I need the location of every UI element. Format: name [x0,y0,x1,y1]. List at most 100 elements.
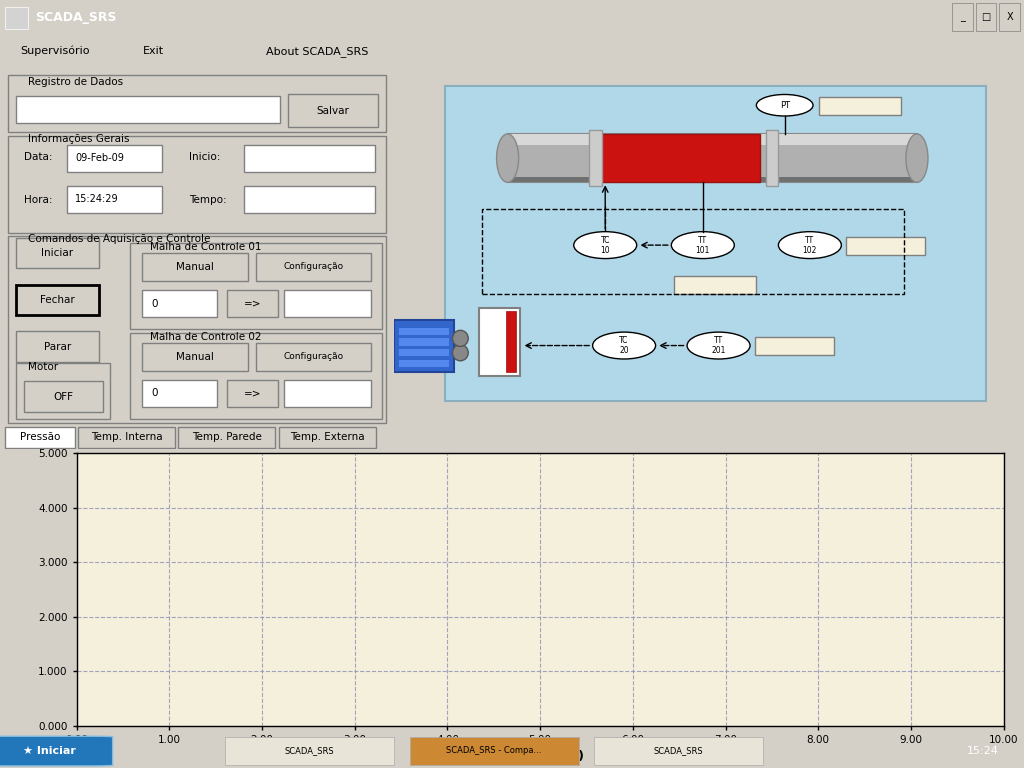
Bar [15,363,111,419]
Ellipse shape [453,345,468,361]
Bar [399,360,450,367]
Text: Comandos de Aquisição e Controle: Comandos de Aquisição e Controle [28,234,210,244]
Bar [675,276,757,293]
Text: 0: 0 [152,389,159,399]
Bar [976,4,996,31]
FancyBboxPatch shape [0,737,113,766]
Text: Configuração: Configuração [284,263,343,272]
Bar [284,290,371,317]
Bar [508,134,916,144]
Text: Temp. Externa: Temp. Externa [290,432,365,442]
Text: PT: PT [779,101,790,110]
Text: SCADA_SRS: SCADA_SRS [653,746,702,755]
Text: 15:24: 15:24 [967,746,998,756]
Bar [15,238,98,269]
Bar [78,427,175,449]
Bar [410,737,579,765]
Text: Configuração: Configuração [284,353,343,361]
Text: SCADA_SRS: SCADA_SRS [35,11,117,24]
Text: TT: TT [714,336,723,345]
Bar [590,131,602,186]
Text: Malha de Controle 02: Malha de Controle 02 [150,332,261,342]
Ellipse shape [687,332,750,359]
Bar [226,379,278,406]
Bar [479,308,520,376]
Text: SCADA_SRS: SCADA_SRS [285,746,334,755]
Bar [142,290,217,317]
Bar [279,427,376,449]
Bar [999,4,1020,31]
Text: 201: 201 [712,346,726,355]
Bar [15,331,98,362]
Text: Registro de Dados: Registro de Dados [28,77,123,87]
Bar [15,96,280,123]
Text: 10: 10 [600,246,610,255]
Ellipse shape [573,232,637,259]
Bar [142,343,249,371]
Ellipse shape [906,134,928,182]
Text: Malha de Controle 01: Malha de Controle 01 [150,242,261,252]
Text: Informações Gerais: Informações Gerais [28,134,129,144]
Text: 0: 0 [152,299,159,309]
Ellipse shape [778,232,842,259]
Text: =>: => [244,299,261,309]
Text: ★ Iniciar: ★ Iniciar [23,746,76,756]
Bar [755,337,834,356]
Bar [67,144,162,171]
Text: TT: TT [805,236,814,244]
Bar [8,74,386,132]
Text: _: _ [961,12,965,22]
Bar [226,290,278,317]
Bar [399,349,450,356]
Text: Motor: Motor [28,362,57,372]
Text: Temp. Interna: Temp. Interna [91,432,162,442]
Bar [142,379,217,406]
Text: About SCADA_SRS: About SCADA_SRS [266,45,369,57]
Bar [399,339,450,346]
Text: OFF: OFF [53,392,73,402]
Bar [399,328,450,335]
Ellipse shape [757,94,813,116]
Text: Hora:: Hora: [24,195,52,205]
Text: Iniciar: Iniciar [41,248,74,258]
Text: Parar: Parar [44,342,71,352]
Bar [130,333,382,419]
Bar [596,134,760,182]
Text: TC: TC [600,236,610,244]
Ellipse shape [497,134,518,182]
Bar [24,382,102,412]
Text: Inicio:: Inicio: [189,152,220,162]
Text: TT: TT [698,236,708,244]
Text: =>: => [244,389,261,399]
Text: Tempo:: Tempo: [189,195,227,205]
Ellipse shape [672,232,734,259]
Bar [178,427,275,449]
Bar [256,253,371,281]
Ellipse shape [593,332,655,359]
Text: 09-Feb-09: 09-Feb-09 [75,153,124,163]
Bar [594,737,763,765]
Bar [819,98,901,115]
Bar [482,209,904,293]
Bar [847,237,925,255]
Text: Manual: Manual [176,352,214,362]
Text: Data:: Data: [24,152,52,162]
Bar [225,737,394,765]
Bar [142,253,249,281]
Bar [256,343,371,371]
Bar [245,144,375,171]
Text: Salvar: Salvar [316,106,349,116]
Bar [8,236,386,422]
Text: 15:24:29: 15:24:29 [75,194,119,204]
Text: 102: 102 [803,246,817,255]
Text: TC: TC [620,336,629,345]
Bar [5,427,75,449]
Bar [67,186,162,213]
Bar [508,134,916,182]
Text: Exit: Exit [143,46,165,56]
Bar [394,320,454,372]
Bar [15,285,98,315]
Bar [245,186,375,213]
Text: □: □ [981,12,991,22]
Bar [444,85,986,401]
